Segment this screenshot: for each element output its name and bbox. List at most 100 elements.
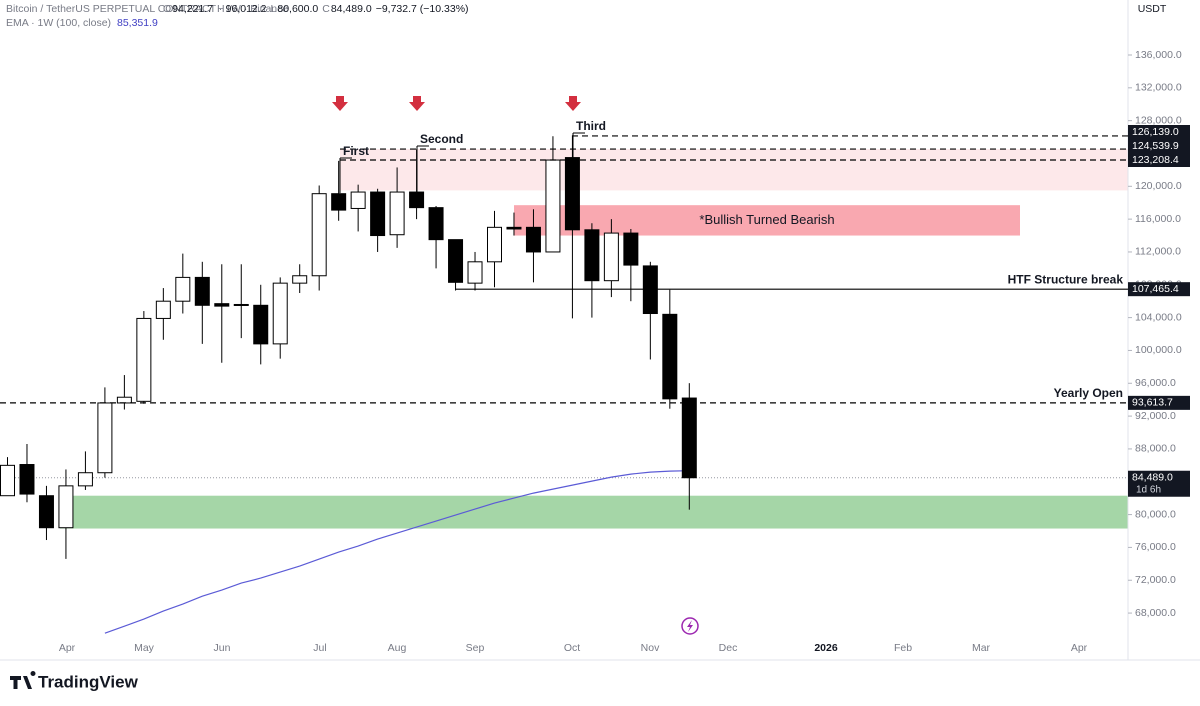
candle-body bbox=[214, 303, 230, 307]
candle-body bbox=[564, 157, 580, 231]
candle-body bbox=[623, 232, 639, 266]
marker-arrow bbox=[565, 96, 581, 111]
level-text: Yearly Open bbox=[1054, 386, 1123, 400]
ohlc-value: 94,221.7 bbox=[172, 3, 213, 15]
brand-logo bbox=[10, 670, 36, 689]
ohlc-key: C bbox=[322, 3, 330, 15]
y-tick-label: 76,000.0 bbox=[1135, 541, 1176, 553]
price-label: 123,208.4 bbox=[1132, 154, 1179, 166]
candle-body bbox=[0, 464, 15, 497]
countdown: 1d 6h bbox=[1136, 484, 1161, 495]
x-tick-label: May bbox=[134, 642, 155, 654]
price-label-box bbox=[1128, 153, 1190, 167]
y-tick-label: 68,000.0 bbox=[1135, 607, 1176, 619]
y-tick-label: 72,000.0 bbox=[1135, 574, 1176, 586]
x-tick-label: Sep bbox=[466, 642, 485, 654]
price-label: 93,613.7 bbox=[1132, 397, 1173, 409]
x-tick-label: Dec bbox=[719, 642, 738, 654]
y-tick-label: 80,000.0 bbox=[1135, 508, 1176, 520]
candle-body bbox=[331, 193, 347, 211]
y-tick-label: 132,000.0 bbox=[1135, 82, 1182, 94]
y-tick-label: 88,000.0 bbox=[1135, 443, 1176, 455]
y-tick-label: 116,000.0 bbox=[1135, 213, 1181, 225]
zone bbox=[60, 495, 1128, 529]
candle-body bbox=[97, 402, 113, 474]
zone bbox=[340, 149, 1128, 191]
price-label: 107,465.4 bbox=[1132, 283, 1179, 295]
candle-body bbox=[370, 191, 386, 237]
price-label-box bbox=[1128, 139, 1190, 153]
price-label: 124,539.9 bbox=[1132, 140, 1179, 152]
x-tick-label: Jun bbox=[214, 642, 231, 654]
candle-body bbox=[116, 396, 132, 404]
symbol: Bitcoin / TetherUS PERPETUAL CONTRACT · … bbox=[6, 3, 288, 15]
ohlc-value: 84,489.0 bbox=[331, 3, 372, 15]
candle-body bbox=[662, 313, 678, 400]
y-tick-label: 120,000.0 bbox=[1135, 180, 1182, 192]
ohlc-key: L bbox=[271, 3, 277, 15]
candle-body bbox=[136, 317, 152, 402]
y-tick-label: 92,000.0 bbox=[1135, 410, 1176, 422]
candle-body bbox=[603, 232, 619, 282]
candle-body bbox=[389, 191, 405, 236]
indicator-value: 85,351.9 bbox=[117, 17, 158, 29]
candle-body bbox=[194, 276, 210, 306]
brand: TradingView bbox=[38, 672, 139, 691]
candle-body bbox=[681, 397, 697, 479]
marker-label: Third bbox=[576, 119, 606, 133]
ohlc-key: H bbox=[217, 3, 225, 15]
ohlc-value: 80,600.0 bbox=[277, 3, 318, 15]
candle-body bbox=[292, 275, 308, 284]
labels: Bitcoin / TetherUS PERPETUAL CONTRACT · … bbox=[6, 3, 1190, 691]
candle-body bbox=[506, 226, 522, 230]
price-label-box bbox=[1128, 282, 1190, 297]
marks bbox=[0, 135, 1128, 634]
marker-label: Second bbox=[420, 132, 463, 146]
y-tick-label: 136,000.0 bbox=[1135, 49, 1182, 61]
price-label-box bbox=[1128, 395, 1190, 410]
event-icon-bolt bbox=[687, 620, 693, 632]
marker-arrow bbox=[332, 96, 348, 111]
zones: *Bullish Turned Bearish bbox=[0, 149, 1128, 529]
event-icon[interactable] bbox=[681, 617, 699, 635]
price-label: 126,139.0 bbox=[1132, 126, 1179, 138]
candle-body bbox=[233, 303, 249, 306]
marker-arrow bbox=[409, 96, 425, 111]
last-price-label: 84,489.0 bbox=[1132, 472, 1173, 484]
axes: 68,000.072,000.076,000.080,000.084,000.0… bbox=[0, 0, 1200, 661]
ohlc-value: 96,012.2 bbox=[226, 3, 267, 15]
candle-body bbox=[58, 485, 74, 529]
candle-body bbox=[448, 239, 464, 283]
candle-body bbox=[350, 191, 366, 209]
candle-body bbox=[525, 226, 541, 253]
x-tick-label: Nov bbox=[641, 642, 660, 654]
candle-body bbox=[467, 261, 483, 284]
candle-body bbox=[77, 472, 93, 487]
x-tick-label: 2026 bbox=[814, 642, 838, 654]
y-tick-label: 112,000.0 bbox=[1135, 246, 1181, 258]
change: −9,732.7 (−10.33%) bbox=[376, 3, 469, 15]
price-label-box bbox=[1128, 470, 1190, 497]
candle-body bbox=[584, 229, 600, 282]
x-tick-label: Mar bbox=[972, 642, 991, 654]
candle-body bbox=[38, 495, 54, 529]
x-tick-label: Apr bbox=[1071, 642, 1088, 654]
level-text: HTF Structure break bbox=[1008, 272, 1124, 286]
indicator: EMA · 1W (100, close) bbox=[6, 17, 111, 29]
currency: USDT bbox=[1138, 3, 1167, 15]
y-tick-label: 96,000.0 bbox=[1135, 377, 1176, 389]
x-tick-label: Apr bbox=[59, 642, 76, 654]
candle-body bbox=[253, 304, 269, 345]
candle-body bbox=[155, 300, 171, 319]
candle-body bbox=[311, 193, 327, 277]
x-tick-label: Oct bbox=[564, 642, 580, 654]
ema-line bbox=[104, 470, 690, 634]
candle-body bbox=[409, 191, 425, 209]
candle-body bbox=[545, 159, 561, 253]
marker-label: First bbox=[343, 144, 369, 158]
y-tick-label: 128,000.0 bbox=[1135, 114, 1182, 126]
ohlc-key: O bbox=[163, 3, 171, 15]
candle-body bbox=[487, 226, 502, 263]
candle-body bbox=[428, 207, 444, 241]
